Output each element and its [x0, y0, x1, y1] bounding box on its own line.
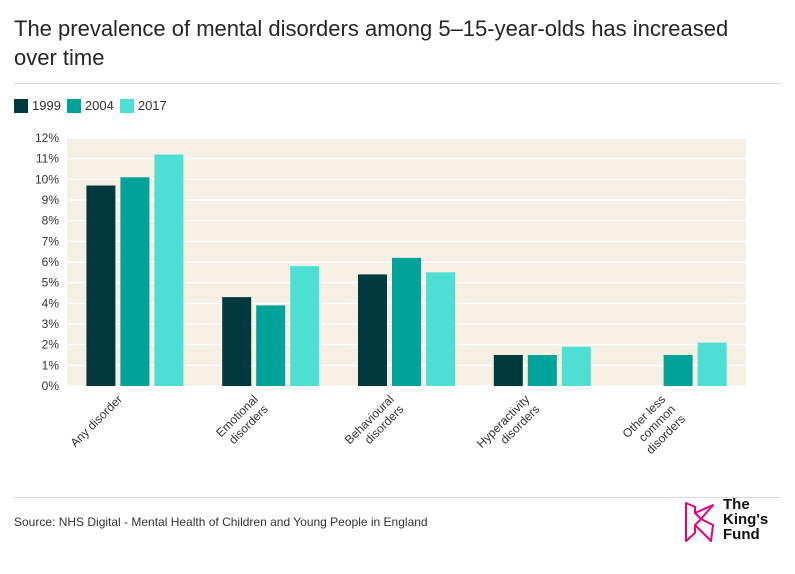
- logo-line-1: The: [723, 496, 750, 513]
- bar: [561, 346, 591, 386]
- y-tick-label: 2%: [42, 338, 60, 352]
- logo-line-2: King's: [723, 511, 769, 528]
- bar: [256, 305, 286, 386]
- legend-label-1999: 1999: [32, 98, 61, 113]
- x-tick-label: Behaviouraldisorders: [342, 392, 407, 457]
- title-divider: [14, 83, 781, 84]
- legend-swatch-1999: [14, 98, 28, 113]
- y-tick-label: 9%: [42, 193, 60, 207]
- y-tick-label: 12%: [35, 131, 59, 145]
- bar: [290, 266, 320, 386]
- y-tick-label: 10%: [35, 172, 59, 186]
- kings-fund-logo-text: The King's Fund: [723, 497, 768, 542]
- x-tick-label: Emotionaldisorders: [213, 392, 271, 450]
- bar: [222, 297, 252, 386]
- x-tick-label: Any disorder: [67, 392, 125, 450]
- y-tick-label: 5%: [42, 276, 60, 290]
- legend: 1999 2004 2017: [14, 98, 173, 113]
- kings-fund-logo-icon: [685, 502, 714, 542]
- bar: [426, 272, 455, 386]
- bar-chart: 0% 1% 2% 3% 4% 5% 6% 7% 8% 9% 10% 11% 12% Any disorde…: [35, 131, 746, 460]
- legend-swatch-2017: [119, 98, 134, 113]
- legend-item-2004: 2004: [66, 98, 114, 113]
- bar: [493, 355, 523, 386]
- bar: [120, 177, 150, 386]
- footer-divider: [14, 497, 781, 498]
- y-tick-label: 11%: [36, 152, 59, 166]
- kings-fund-logo: The King's Fund: [683, 497, 773, 547]
- bar: [663, 355, 693, 386]
- bar: [154, 154, 184, 386]
- chart-title: The prevalence of mental disorders among…: [14, 16, 729, 70]
- legend-label-2017: 2017: [137, 98, 167, 113]
- y-tick-label: 7%: [42, 234, 60, 248]
- y-tick-label: 0%: [42, 379, 60, 393]
- bar: [697, 342, 727, 386]
- y-tick-label: 6%: [42, 255, 60, 269]
- y-tick-label: 4%: [42, 296, 60, 310]
- x-tick-label: Other lesscommondisorders: [620, 392, 688, 460]
- y-tick-label: 8%: [42, 214, 60, 228]
- bar: [86, 185, 116, 386]
- legend-label-2004: 2004: [84, 98, 114, 113]
- bar: [358, 274, 387, 386]
- y-tick-label: 3%: [42, 317, 60, 331]
- legend-swatch-2004: [66, 98, 81, 113]
- x-tick-label-line: Any disorder: [67, 392, 125, 450]
- logo-line-3: Fund: [723, 526, 760, 543]
- legend-item-2017: 2017: [119, 98, 167, 113]
- source-note: Source: NHS Digital - Mental Health of C…: [14, 515, 428, 529]
- bar: [527, 355, 557, 386]
- y-tick-label: 1%: [42, 358, 60, 372]
- x-tick-label: Hyperactivitydisorders: [474, 392, 542, 460]
- bar: [392, 257, 421, 386]
- legend-item-1999: 1999: [14, 98, 61, 113]
